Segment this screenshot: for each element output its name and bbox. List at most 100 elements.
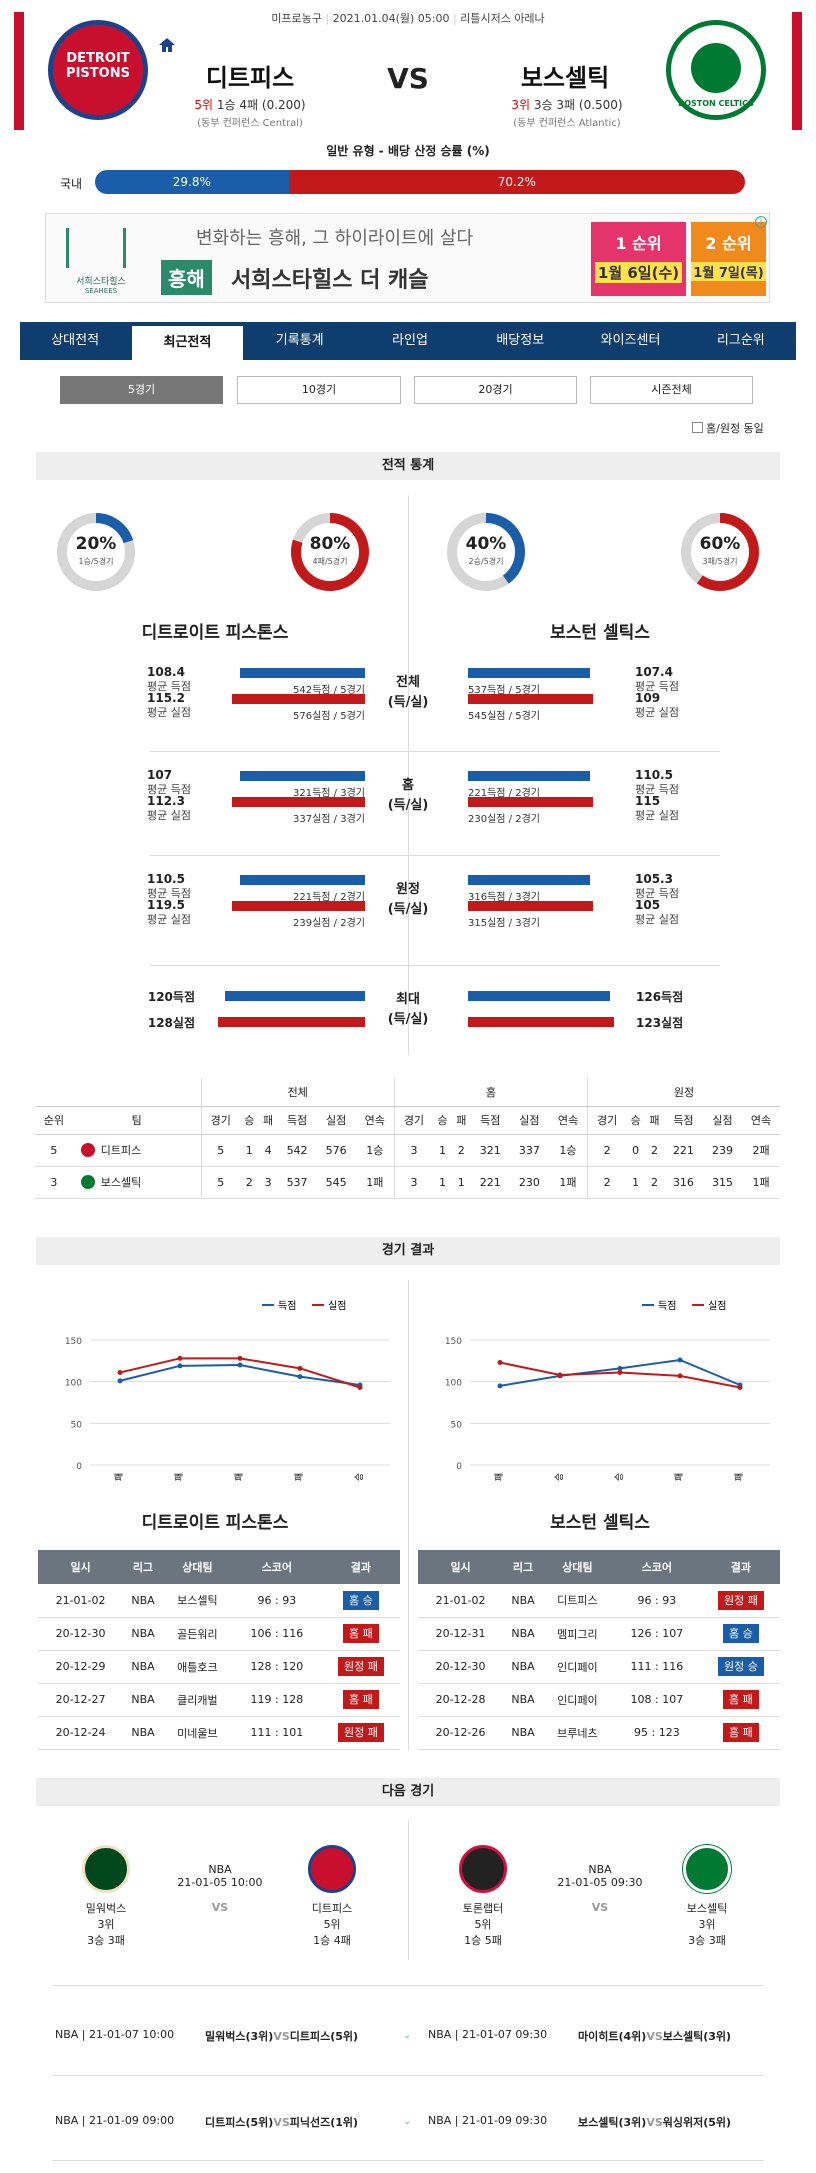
cell: NBA xyxy=(123,1716,163,1750)
x-tick-label: 패 xyxy=(234,1473,245,1481)
x-tick-label: 패 xyxy=(114,1473,125,1481)
opponent-cell[interactable]: 보스셀틱 xyxy=(162,1584,232,1618)
tab-wise-center[interactable]: 와이즈센터 xyxy=(600,333,661,348)
filter-season[interactable]: 시즌전체 xyxy=(590,376,753,404)
ad-info-icon[interactable]: i xyxy=(755,216,767,228)
col-header: 연속 xyxy=(742,1106,780,1135)
home-color-stripe xyxy=(14,12,24,130)
data-point xyxy=(677,1373,683,1379)
chevron-down-icon[interactable]: ⌄ xyxy=(403,2116,412,2127)
next-g1-team1[interactable]: 밀워벅스 3위 3승 3패 xyxy=(85,1902,127,1947)
next-g2-team1[interactable]: 토론랩터 5위 1승 5패 xyxy=(462,1902,504,1947)
home-h2-bar xyxy=(232,694,365,704)
col-header: 상대팀 xyxy=(542,1550,612,1584)
cell: 1패 xyxy=(742,1166,780,1199)
y-tick-label: 150 xyxy=(65,1337,82,1347)
cell: 3 xyxy=(394,1166,434,1199)
result-badge: 원정 패 xyxy=(337,1657,384,1676)
cell: 1 xyxy=(433,1134,452,1167)
legend-loss: 실점 xyxy=(708,1300,726,1312)
away-team-name[interactable]: 보스셀틱 xyxy=(520,64,610,92)
col-header: 실점 xyxy=(703,1106,743,1135)
cell: 원정 패 xyxy=(321,1650,400,1684)
col-header: 결과 xyxy=(321,1550,400,1584)
cell: 원정 승 xyxy=(701,1650,780,1684)
tab-league-rank[interactable]: 리그순위 xyxy=(716,333,765,348)
cell: 홈 승 xyxy=(321,1584,400,1618)
cell: 21-01-02 xyxy=(38,1584,124,1618)
opponent-cell[interactable]: 인디페이 xyxy=(542,1650,612,1684)
home-icon[interactable] xyxy=(158,36,176,54)
result-badge: 원정 패 xyxy=(337,1723,384,1742)
donut-fill xyxy=(57,513,135,591)
team-cell[interactable]: 보스셀틱 xyxy=(72,1166,202,1199)
odds-away-fill: 70.2% xyxy=(288,170,745,194)
cell: 315 xyxy=(703,1166,743,1199)
data-point xyxy=(677,1357,683,1363)
tab-stats[interactable]: 기록통계 xyxy=(275,333,324,348)
away-max-loss: 123실점 xyxy=(636,1016,684,1030)
away-a2-total: 230실점 / 2경기 xyxy=(468,814,540,825)
x-tick-label: 패 xyxy=(674,1473,685,1481)
tab-recent[interactable]: 최근전적 xyxy=(132,326,243,360)
tab-h2h[interactable]: 상대전적 xyxy=(51,333,100,348)
legend-score: 득점 xyxy=(658,1300,676,1312)
team-cell[interactable]: 디트피스 xyxy=(72,1134,202,1167)
away-a2-bar xyxy=(468,694,593,704)
ad-headline: 변화하는 흥해, 그 하이라이트에 살다 xyxy=(196,228,474,249)
next-teams-left[interactable]: 디트피스(5위)VS피닉선즈(1위) xyxy=(205,2116,359,2129)
next-g2-team2[interactable]: 보스셀틱 3위 3승 3패 xyxy=(686,1902,728,1947)
next-meta-left: NBA | 21-01-09 09:00 xyxy=(55,2114,175,2127)
donut-away-loss: 60% 3패/5경기 xyxy=(678,510,762,594)
away-a1-value: 110.5 xyxy=(635,768,673,782)
chevron-down-icon[interactable]: ⌄ xyxy=(403,2030,412,2041)
filter-10-games[interactable]: 10경기 xyxy=(237,376,401,404)
next-teams-right[interactable]: 보스셀틱(3위)VS워싱위저(5위) xyxy=(578,2116,732,2129)
league-name[interactable]: 미프로농구 xyxy=(271,12,322,25)
away-results-chart: 득점 실점 150 100 50 0 패 승 승 패 패 xyxy=(445,1300,770,1481)
filter-20-games[interactable]: 20경기 xyxy=(414,376,577,404)
home-h1-label: 평균 득점 xyxy=(147,680,191,693)
tab-odds[interactable]: 배당정보 xyxy=(496,333,545,348)
cell: 1 xyxy=(451,1166,471,1199)
col-header: 득점 xyxy=(277,1106,317,1135)
group-home: 홈 xyxy=(394,1078,589,1107)
cell: 239 xyxy=(703,1134,743,1167)
checkbox[interactable] xyxy=(692,422,703,433)
next-g2-info: NBA 21-01-05 09:30 VS xyxy=(557,1863,643,1914)
homeaway-toggle[interactable]: 홈/원정 동일 xyxy=(692,420,764,436)
opponent-cell[interactable]: 애틀호크 xyxy=(162,1650,232,1684)
cell: 홈 패 xyxy=(701,1683,780,1717)
opponent-cell[interactable]: 인디페이 xyxy=(542,1683,612,1717)
cell: NBA xyxy=(503,1584,543,1618)
next-g1-team2[interactable]: 디트피스 5위 1승 4패 xyxy=(311,1902,353,1947)
opponent-cell[interactable]: 골든워리 xyxy=(162,1617,232,1651)
group-label: 원정 (득/실) xyxy=(387,882,429,917)
next-teams-left[interactable]: 밀워벅스(3위)VS디트피스(5위) xyxy=(205,2030,359,2043)
filter-5-games[interactable]: 5경기 xyxy=(60,376,223,404)
pistons-small-logo xyxy=(308,1845,356,1893)
legend-loss: 실점 xyxy=(328,1300,346,1312)
stats-section-title: 전적 통계 xyxy=(36,452,780,480)
col-header: 경기 xyxy=(201,1106,240,1135)
y-tick-label: 0 xyxy=(76,1462,82,1472)
opponent-cell[interactable]: 멤피그리 xyxy=(542,1617,612,1651)
cell: 96 : 93 xyxy=(611,1584,702,1618)
ad-banner[interactable]: 서희스타힐스 SEAHEES 변화하는 흥해, 그 하이라이트에 살다 흥해 서… xyxy=(45,213,770,303)
tab-lineup[interactable]: 라인업 xyxy=(392,333,428,348)
y-tick-label: 0 xyxy=(456,1462,462,1472)
home-team-name[interactable]: 디트피스 xyxy=(205,64,295,92)
opponent-cell[interactable]: 미네울브 xyxy=(162,1716,232,1750)
cell: 576 xyxy=(316,1134,356,1167)
next-teams-right[interactable]: 마이히트(4위)VS보스셀틱(3위) xyxy=(578,2030,732,2043)
data-point xyxy=(117,1370,123,1375)
away-team-fullname: 보스턴 셀틱스 xyxy=(550,623,650,643)
cell: 20-12-31 xyxy=(418,1617,504,1651)
col-header: 패 xyxy=(451,1106,471,1135)
y-tick-label: 100 xyxy=(445,1379,462,1389)
opponent-cell[interactable]: 클리캐벌 xyxy=(162,1683,232,1717)
cell: 2패 xyxy=(742,1134,780,1167)
next-g1-info: NBA 21-01-05 10:00 VS xyxy=(177,1863,263,1914)
opponent-cell[interactable]: 브루네츠 xyxy=(542,1716,612,1750)
opponent-cell[interactable]: 디트피스 xyxy=(542,1584,612,1618)
